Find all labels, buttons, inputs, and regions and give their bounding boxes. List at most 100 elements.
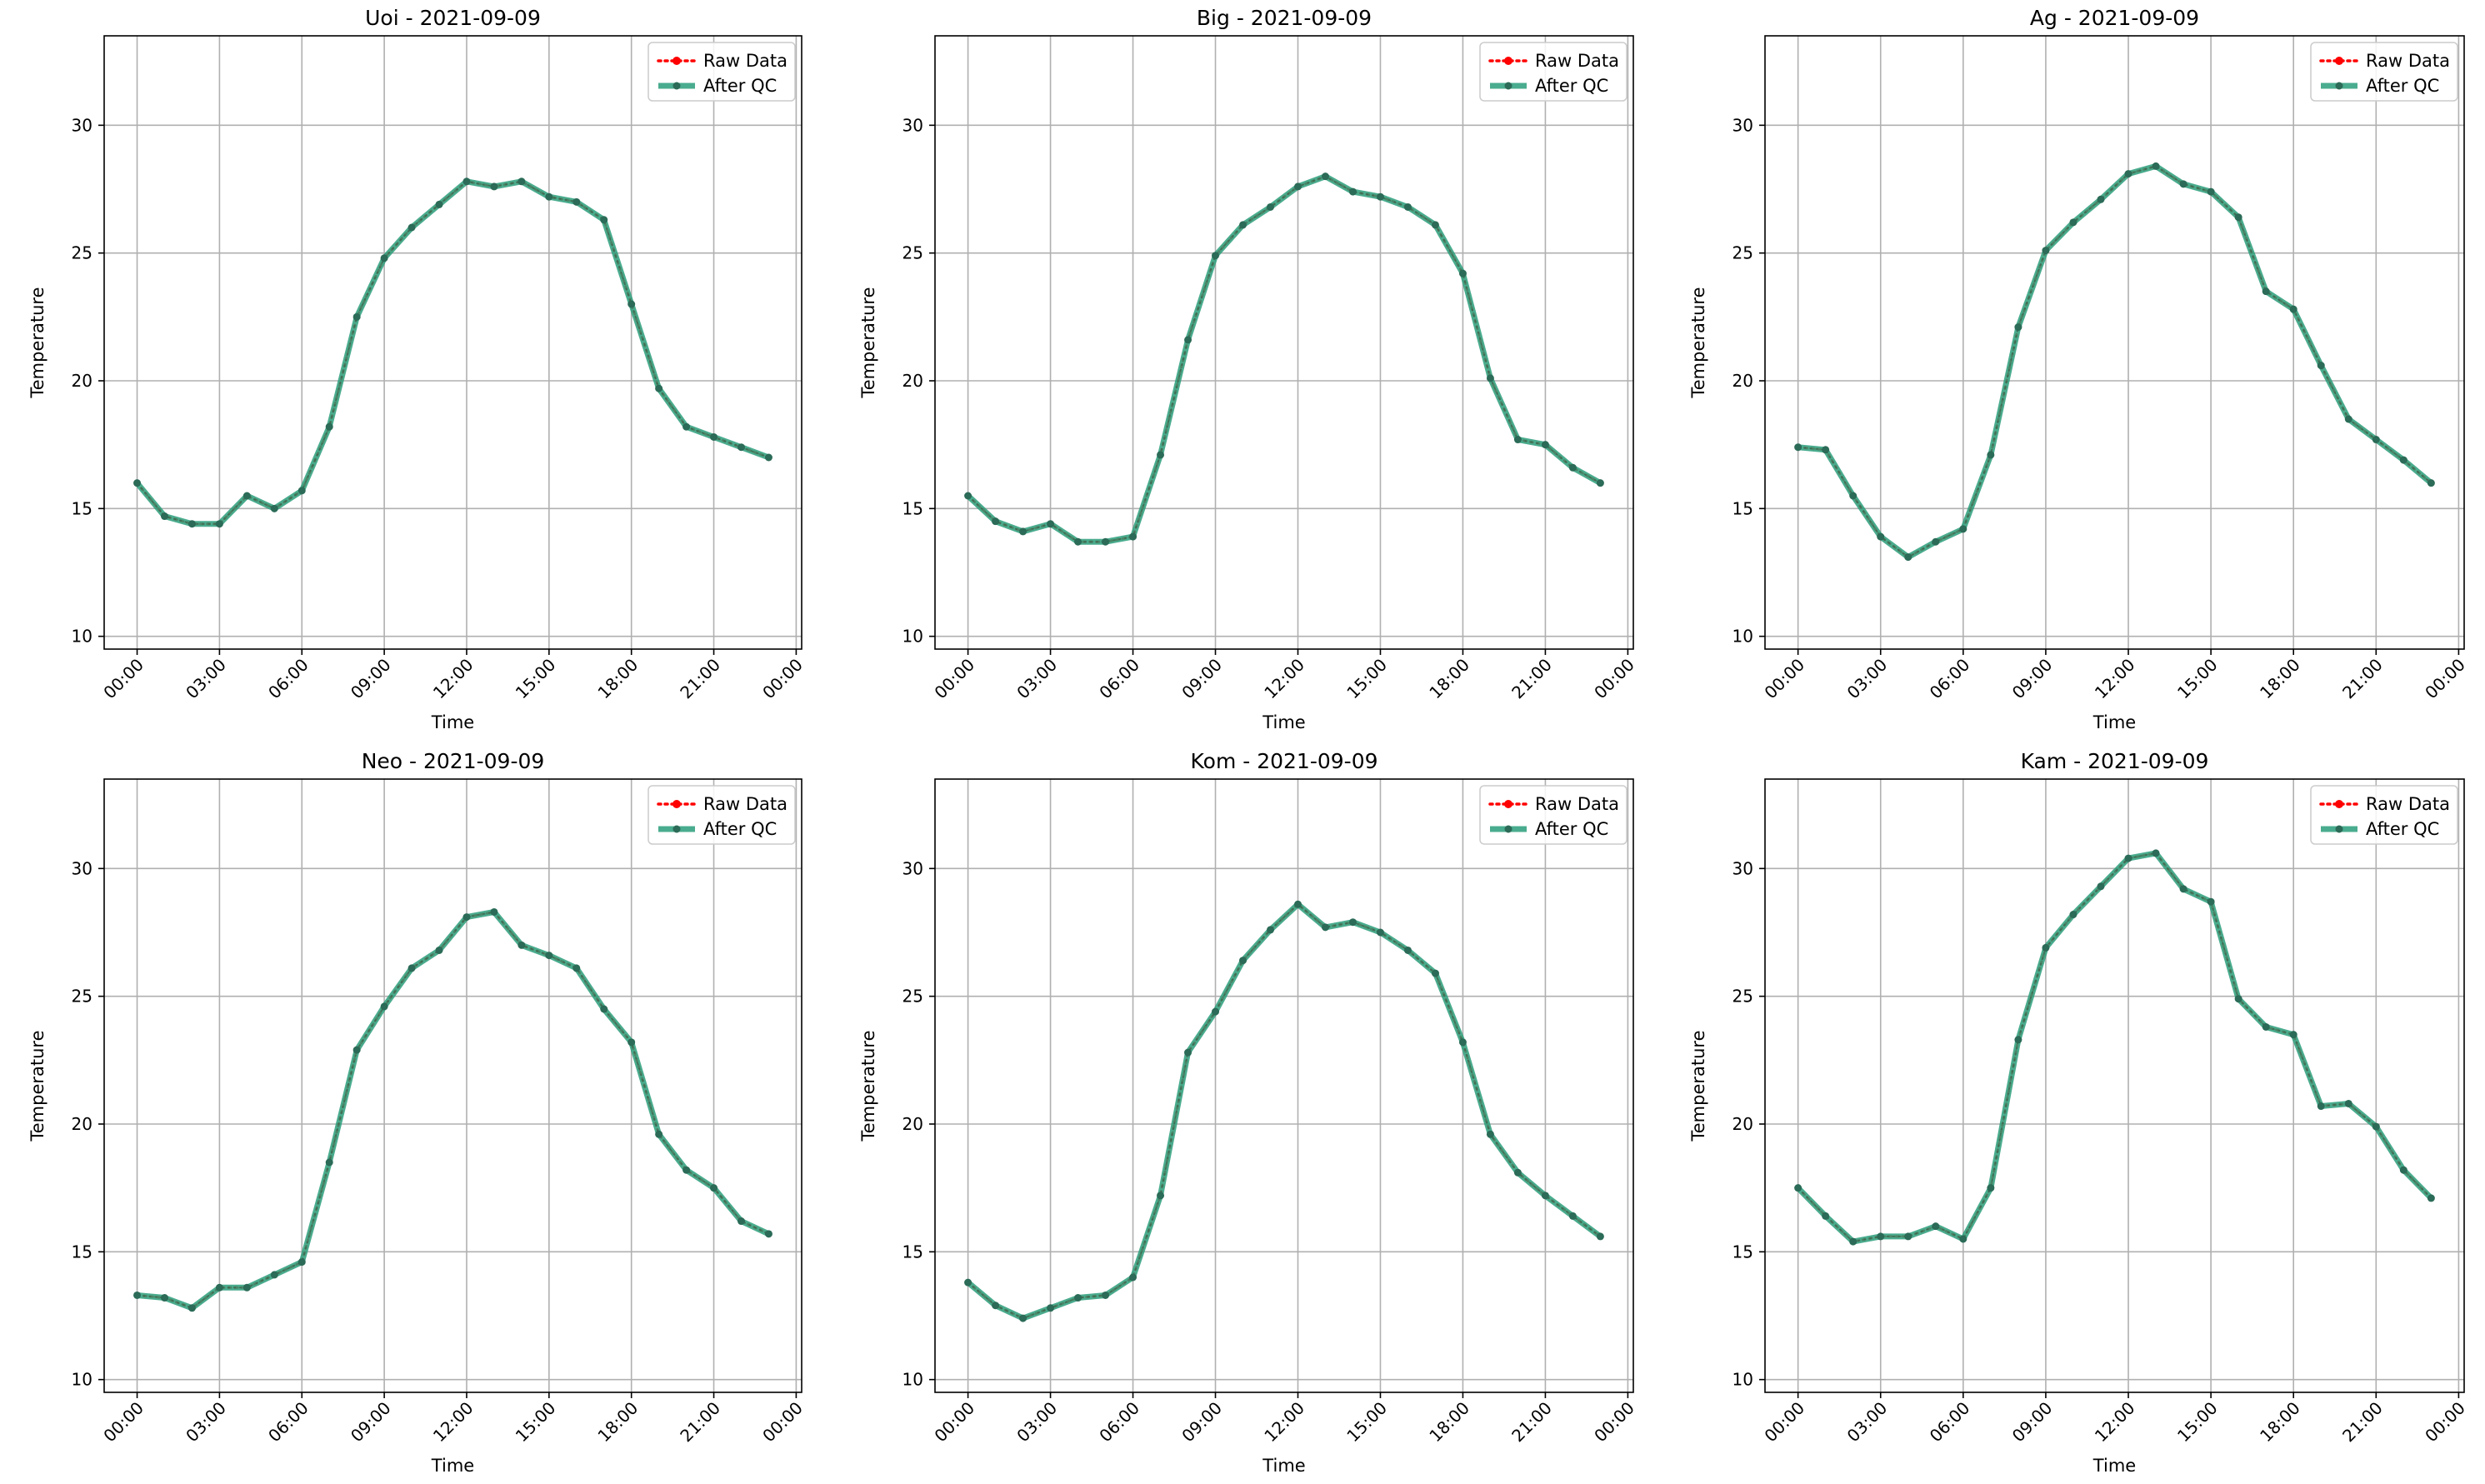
data-point [1849, 1237, 1858, 1246]
legend-raw-label: Raw Data [1535, 794, 1619, 814]
legend-raw-label: Raw Data [703, 794, 788, 814]
legend-raw-label: Raw Data [703, 51, 788, 71]
x-tick-label: 21:00 [676, 1398, 724, 1447]
x-tick-label: 09:00 [1178, 1398, 1226, 1447]
data-point [188, 1304, 196, 1312]
data-point [655, 384, 663, 392]
data-point [628, 300, 636, 308]
data-point [380, 1002, 388, 1011]
data-point [490, 182, 498, 191]
data-point [2344, 415, 2352, 423]
data-point [242, 492, 251, 500]
y-axis-label: Temperature [28, 287, 48, 398]
raw-data-line [967, 175, 1602, 543]
y-tick-label: 15 [72, 1242, 92, 1262]
data-point [1431, 969, 1439, 977]
grid [935, 36, 1633, 649]
data-point [242, 1283, 251, 1292]
data-point [2372, 436, 2380, 444]
data-point [408, 964, 416, 972]
data-point [1513, 1168, 1522, 1177]
data-point [1019, 1314, 1028, 1322]
data-point [1184, 1048, 1192, 1057]
axes-frame [934, 35, 1634, 650]
legend-qc-marker [672, 825, 681, 833]
data-point [1486, 374, 1494, 382]
axes-frame [103, 35, 802, 650]
y-tick-label: 20 [72, 371, 92, 391]
y-tick-label: 30 [1732, 858, 1753, 878]
data-point [435, 946, 443, 954]
x-tick-label: 00:00 [758, 655, 807, 703]
y-tick-label: 20 [72, 1114, 92, 1134]
y-tick-label: 30 [902, 115, 923, 135]
data-point [1458, 1038, 1467, 1047]
y-tick-label: 20 [902, 1114, 923, 1134]
data-point [352, 1046, 361, 1054]
legend-qc-marker [1504, 825, 1512, 833]
y-tick-label: 25 [902, 987, 923, 1007]
data-point [1376, 928, 1384, 937]
data-point [1321, 923, 1329, 932]
data-point [462, 177, 471, 186]
data-point [710, 432, 718, 441]
data-point [1267, 202, 1275, 211]
x-tick-label: 18:00 [1425, 1398, 1473, 1447]
x-tick-label: 09:00 [347, 655, 395, 703]
x-tick-label: 09:00 [2008, 655, 2057, 703]
x-tick-label: 06:00 [1095, 1398, 1143, 1447]
data-point [964, 1278, 972, 1287]
legend-raw-marker [672, 57, 681, 65]
data-point [2317, 1102, 2325, 1111]
legend: Raw Data After QC [1479, 785, 1628, 845]
data-point [2097, 195, 2105, 203]
data-point [518, 941, 526, 949]
y-tick-label: 25 [1732, 243, 1753, 263]
legend-raw-marker [1504, 800, 1512, 808]
x-tick-label: 21:00 [1508, 655, 1556, 703]
data-point [1904, 553, 1912, 562]
data-point [518, 177, 526, 186]
subplot-title: Kam - 2021-09-09 [2021, 749, 2209, 773]
data-point [1184, 336, 1192, 344]
data-point [1513, 436, 1522, 444]
after-qc-line [1798, 162, 2433, 561]
y-tick-label: 20 [1732, 1114, 1753, 1134]
data-point [628, 1038, 636, 1047]
grid [104, 36, 802, 649]
subplot-6: 00:00 03:00 06:00 09:00 12:00 15:00 18:00 21:00… [1688, 749, 2469, 1476]
after-qc-line [966, 173, 1602, 545]
legend-qc-label: After QC [703, 76, 777, 96]
data-point [2179, 180, 2188, 188]
after-qc-line [1796, 850, 2433, 1245]
x-tick-label: 18:00 [2256, 1398, 2304, 1447]
legend-qc-marker [2335, 82, 2343, 90]
data-point [710, 1184, 718, 1192]
x-tick-label: 00:00 [930, 1398, 978, 1447]
data-point [1157, 451, 1165, 459]
x-tick-label: 06:00 [1926, 655, 1974, 703]
data-point [682, 422, 691, 431]
y-tick-label: 10 [902, 627, 923, 647]
data-point [572, 197, 581, 206]
subplot-2: 00:00 03:00 06:00 09:00 12:00 15:00 18:00 21:00… [858, 6, 1638, 732]
x-tick-label: 03:00 [1843, 1398, 1892, 1447]
raw-data-overlay-line [1797, 852, 2432, 1243]
raw-data-line [136, 180, 770, 526]
data-point [1822, 446, 1830, 454]
axes-frame [1764, 778, 2465, 1393]
data-point [1212, 252, 1220, 260]
data-point [1267, 926, 1275, 934]
y-tick-label: 15 [902, 498, 923, 518]
y-tick-label: 25 [902, 243, 923, 263]
after-qc-line [966, 901, 1602, 1322]
axes-frame [934, 778, 1634, 1393]
legend-raw-marker [672, 800, 681, 808]
data-point [1293, 182, 1302, 191]
data-point [764, 453, 772, 462]
subplot-title: Kom - 2021-09-09 [1191, 749, 1378, 773]
y-axis-label: Temperature [1688, 1030, 1708, 1142]
data-point [1904, 1232, 1912, 1241]
data-point [1403, 202, 1412, 211]
raw-data-line [1797, 852, 2432, 1243]
